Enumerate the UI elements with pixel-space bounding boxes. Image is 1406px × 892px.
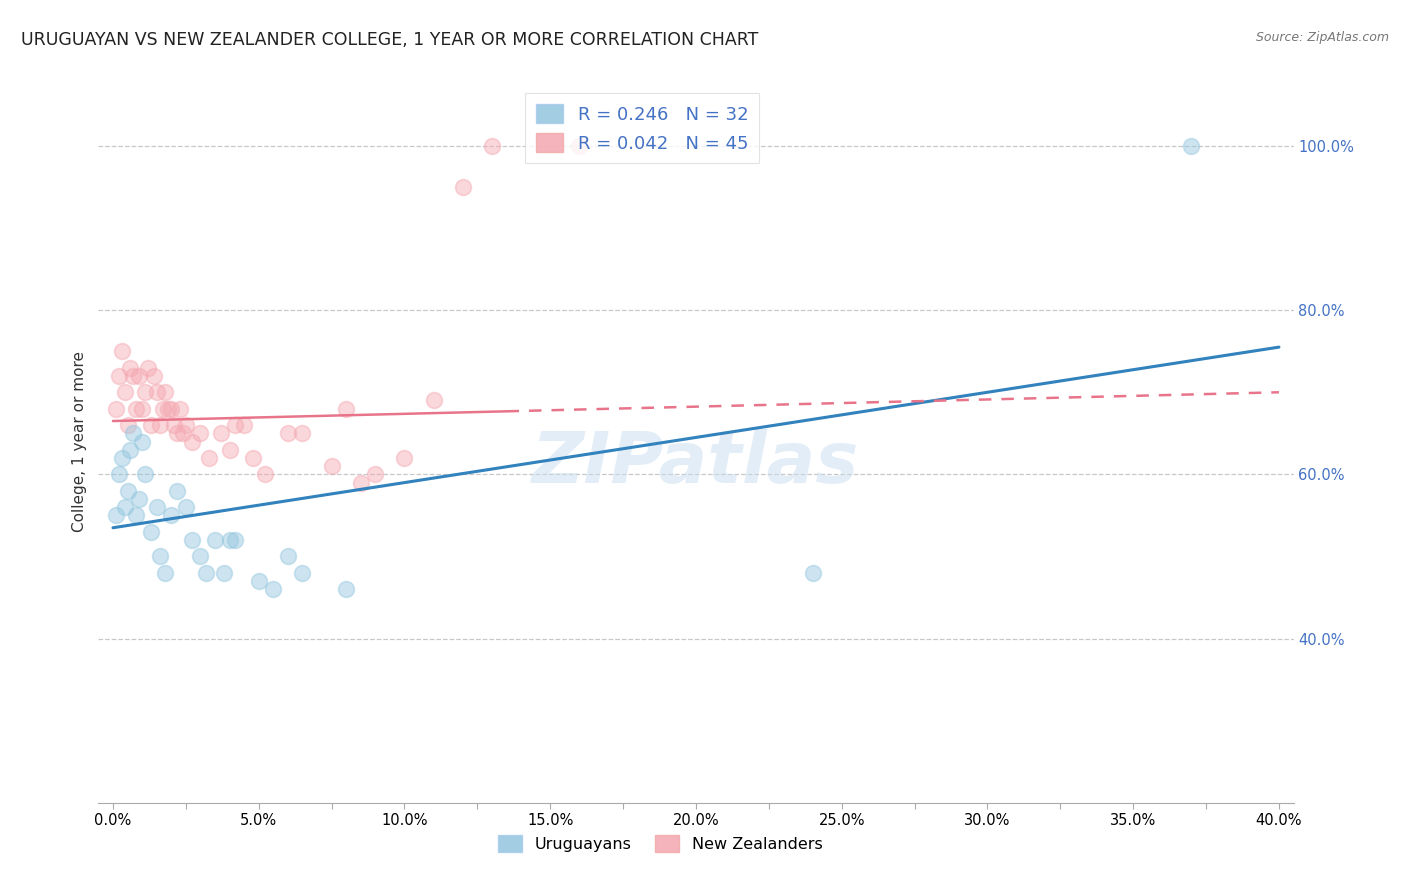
Point — [242, 450, 264, 465]
Point — [136, 360, 159, 375]
Point — [198, 450, 221, 465]
Point — [111, 344, 134, 359]
Point — [481, 139, 503, 153]
Point — [321, 459, 343, 474]
Point — [1180, 139, 1202, 153]
Point — [224, 418, 246, 433]
Point — [212, 566, 235, 580]
Text: URUGUAYAN VS NEW ZEALANDER COLLEGE, 1 YEAR OR MORE CORRELATION CHART: URUGUAYAN VS NEW ZEALANDER COLLEGE, 1 YE… — [21, 31, 758, 49]
Point — [451, 180, 474, 194]
Point — [155, 385, 177, 400]
Point — [204, 533, 226, 547]
Point — [195, 566, 218, 580]
Point — [253, 467, 276, 482]
Point — [247, 574, 270, 588]
Point — [291, 426, 314, 441]
Point — [335, 582, 357, 597]
Point — [120, 442, 142, 457]
Point — [422, 393, 444, 408]
Point — [122, 368, 145, 383]
Point — [163, 418, 186, 433]
Point — [174, 500, 197, 515]
Point — [125, 508, 148, 523]
Point — [134, 385, 156, 400]
Point — [350, 475, 373, 490]
Point — [142, 368, 165, 383]
Point — [111, 450, 134, 465]
Point — [262, 582, 284, 597]
Point — [108, 368, 131, 383]
Point — [233, 418, 256, 433]
Point — [149, 549, 172, 564]
Text: Source: ZipAtlas.com: Source: ZipAtlas.com — [1256, 31, 1389, 45]
Point — [224, 533, 246, 547]
Point — [174, 418, 197, 433]
Point — [180, 533, 202, 547]
Point — [180, 434, 202, 449]
Point — [291, 566, 314, 580]
Point — [218, 442, 240, 457]
Point — [155, 566, 177, 580]
Point — [190, 549, 212, 564]
Point — [160, 401, 183, 416]
Point — [108, 467, 131, 482]
Point — [145, 385, 167, 400]
Point — [152, 401, 174, 416]
Point — [394, 450, 416, 465]
Point — [218, 533, 240, 547]
Point — [166, 483, 188, 498]
Point — [364, 467, 387, 482]
Point — [169, 401, 191, 416]
Text: ZIPatlas: ZIPatlas — [533, 429, 859, 498]
Point — [160, 508, 183, 523]
Point — [568, 139, 591, 153]
Point — [139, 418, 162, 433]
Point — [114, 500, 136, 515]
Point — [149, 418, 172, 433]
Point — [120, 360, 142, 375]
Point — [335, 401, 357, 416]
Point — [125, 401, 148, 416]
Point — [131, 434, 153, 449]
Point — [145, 500, 167, 515]
Point — [114, 385, 136, 400]
Point — [104, 508, 127, 523]
Point — [134, 467, 156, 482]
Point — [122, 426, 145, 441]
Point — [801, 566, 824, 580]
Point — [190, 426, 212, 441]
Point — [277, 549, 299, 564]
Point — [104, 401, 127, 416]
Y-axis label: College, 1 year or more: College, 1 year or more — [72, 351, 87, 532]
Point — [117, 418, 139, 433]
Point — [139, 524, 162, 539]
Point — [117, 483, 139, 498]
Point — [277, 426, 299, 441]
Point — [172, 426, 194, 441]
Point — [157, 401, 180, 416]
Point — [128, 368, 150, 383]
Point — [166, 426, 188, 441]
Point — [128, 491, 150, 506]
Point — [131, 401, 153, 416]
Legend: Uruguayans, New Zealanders: Uruguayans, New Zealanders — [489, 827, 831, 860]
Point — [209, 426, 232, 441]
